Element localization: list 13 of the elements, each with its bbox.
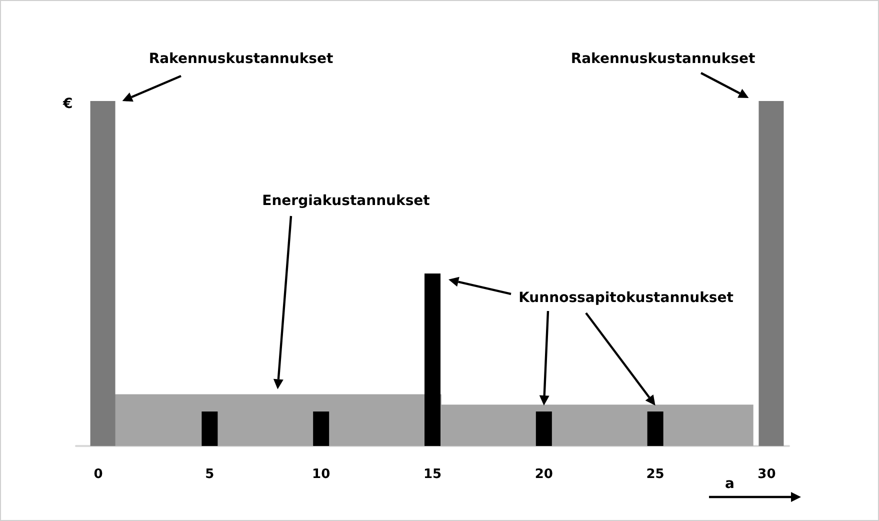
x-tick-label: 0 [94, 467, 103, 482]
x-axis-title: a [725, 476, 734, 492]
x-tick-label: 25 [646, 467, 664, 482]
x-tick-label: 20 [534, 467, 553, 482]
text: Rakennuskustannukset [148, 51, 334, 67]
x-tick-label: 15 [423, 467, 442, 482]
x-tick-label: 30 [758, 467, 776, 482]
x-tick-label: 5 [205, 467, 214, 482]
text: Rakennuskustannukset [570, 51, 756, 67]
annotation: Kunnossapitokustannukset [518, 290, 734, 306]
x-tick-label: 10 [312, 467, 330, 482]
annotation: Energiakustannukset [262, 193, 430, 209]
y-axis-title: € [62, 96, 73, 112]
